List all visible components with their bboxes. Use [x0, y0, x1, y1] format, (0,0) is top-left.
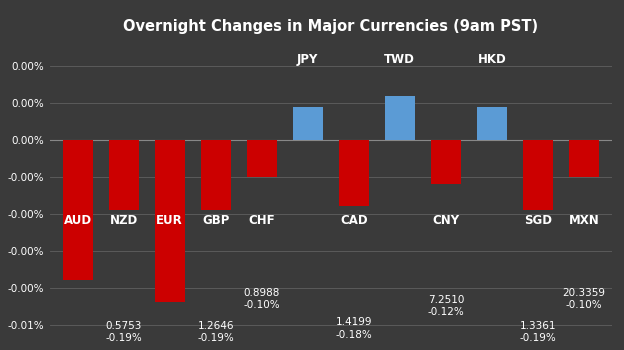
Text: HKD: HKD [477, 53, 506, 66]
Text: 7.2510
-0.12%: 7.2510 -0.12% [427, 295, 464, 317]
Title: Overnight Changes in Major Currencies (9am PST): Overnight Changes in Major Currencies (9… [123, 19, 539, 34]
Bar [385, 96, 415, 140]
Text: AUD: AUD [64, 214, 92, 227]
Bar [523, 140, 553, 210]
Bar [339, 140, 369, 206]
Bar [569, 140, 599, 177]
Text: GBP: GBP [202, 214, 230, 227]
Text: CHF: CHF [248, 214, 275, 227]
Bar [293, 107, 323, 140]
Text: 0.8988
-0.10%: 0.8988 -0.10% [243, 288, 280, 310]
Bar [246, 140, 276, 177]
Text: SGD: SGD [524, 214, 552, 227]
Bar [62, 140, 92, 280]
Text: NZD: NZD [109, 214, 138, 227]
Text: TWD: TWD [384, 53, 415, 66]
Text: CNY: CNY [432, 214, 459, 227]
Bar [155, 140, 185, 302]
Bar [477, 107, 507, 140]
Text: 1.2646
-0.19%: 1.2646 -0.19% [197, 321, 234, 343]
Bar [431, 140, 461, 184]
Text: CAD: CAD [340, 214, 368, 227]
Text: 1.3361
-0.19%: 1.3361 -0.19% [520, 321, 556, 343]
Text: 1.4199
-0.18%: 1.4199 -0.18% [335, 317, 372, 340]
Text: MXN: MXN [568, 214, 599, 227]
Text: 20.3359
-0.10%: 20.3359 -0.10% [562, 288, 605, 310]
Bar [201, 140, 231, 210]
Text: 0.5753
-0.19%: 0.5753 -0.19% [105, 321, 142, 343]
Bar [109, 140, 139, 210]
Text: JPY: JPY [297, 53, 318, 66]
Text: EUR: EUR [156, 214, 183, 227]
